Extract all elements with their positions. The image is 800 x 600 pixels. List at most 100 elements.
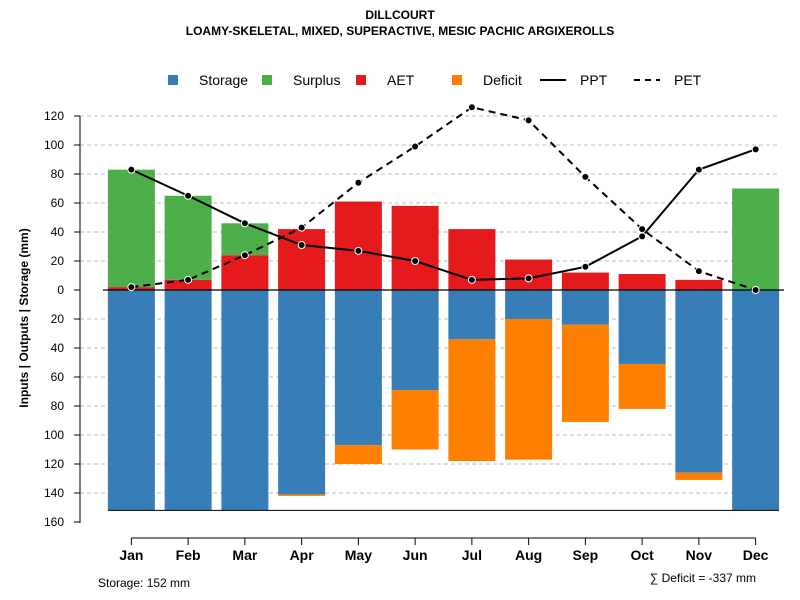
y-tick-label: 120 [44,457,64,471]
aet-bar [391,205,439,290]
legend-label: PPT [580,72,608,88]
surplus-bar [732,188,780,290]
y-tick-label: 20 [51,312,65,326]
y-tick-label: 40 [51,341,65,355]
storage-annotation: Storage: 152 mm [98,576,191,590]
storage-bar [618,290,666,364]
surplus-bar [164,195,212,280]
legend-label: AET [387,72,415,88]
y-tick-label: 60 [51,370,65,384]
y-tick-label: 100 [44,428,64,442]
deficit-bar [334,445,382,464]
aet-bar [561,272,609,290]
chart-subtitle: LOAMY-SKELETAL, MIXED, SUPERACTIVE, MESI… [185,24,615,38]
aet-bar [221,255,269,290]
deficit-bar [618,363,666,409]
ppt-point [581,262,590,271]
x-tick-label: Sep [573,547,599,563]
y-tick-label: 140 [44,486,64,500]
deficit-annotation: ∑ Deficit = -337 mm [649,571,756,585]
ppt-point [638,232,647,241]
ppt-point [354,246,363,255]
pet-point [694,267,703,276]
ppt-point [524,274,533,283]
pet-line [131,106,756,291]
x-tick-label: May [345,547,372,563]
ppt-point [694,165,703,174]
y-tick-label: 40 [51,225,65,239]
pet-point [467,103,476,112]
pet-point [240,251,249,260]
y-tick-label: 80 [51,167,65,181]
storage-bar [334,290,382,446]
legend-swatch [168,75,178,85]
aet-bar [334,201,382,290]
deficit-bar [561,324,609,422]
surplus-bar [221,223,269,256]
legend-label: Surplus [293,72,340,88]
y-tick-label: 100 [44,138,64,152]
ppt-point [240,219,249,228]
y-tick-label: 80 [51,399,65,413]
ppt-point [127,165,136,174]
pet-point [524,116,533,125]
x-tick-label: Nov [686,547,713,563]
storage-bar [221,290,269,511]
chart-title: DILLCOURT [365,8,435,22]
deficit-bar [505,319,553,460]
aet-bar [675,279,723,290]
surplus-bar [107,169,155,288]
storage-bar [278,290,326,495]
pet-point [297,223,306,232]
ppt-point [297,241,306,250]
storage-bar [732,290,780,511]
storage-bar [164,290,212,511]
storage-bar [505,290,553,319]
pet-point [751,286,760,294]
y-tick-label: 20 [51,254,65,268]
legend-label: Deficit [483,72,522,88]
y-tick-label: 60 [51,196,65,210]
deficit-bar [675,472,723,480]
ppt-point [184,191,193,200]
pet-point [354,178,363,187]
ppt-point [751,145,760,154]
pet-point [411,142,420,151]
ppt-point [467,275,476,284]
aet-bar [618,274,666,290]
pet-point [184,275,193,284]
y-tick-label: 160 [44,515,64,529]
pet-point [581,172,590,181]
legend-label: PET [674,72,702,88]
x-tick-label: Dec [743,547,769,563]
storage-bar [391,290,439,391]
legend-swatch [262,75,272,85]
legend-label: Storage [199,72,248,88]
aet-bar [164,279,212,290]
pet-point [638,225,647,234]
storage-bar [107,290,155,511]
y-tick-label: 120 [44,109,64,123]
pet-point [127,283,136,292]
x-tick-label: Apr [290,547,315,563]
x-tick-label: Mar [232,547,257,563]
deficit-bar [391,390,439,450]
x-tick-label: Jul [462,547,482,563]
storage-bar [561,290,609,325]
y-axis-label: Inputs | Outputs | Storage (mm) [17,228,31,407]
storage-bar [675,290,723,473]
ppt-point [411,257,420,265]
y-tick-label: 0 [57,283,64,297]
legend-swatch [452,75,462,85]
x-tick-label: Feb [176,547,201,563]
x-tick-label: Aug [515,547,542,563]
legend-swatch [356,75,366,85]
x-tick-label: Jun [403,547,428,563]
x-tick-label: Jan [119,547,143,563]
deficit-bar [448,339,496,462]
ppt-line [130,148,756,281]
storage-bar [448,290,496,340]
deficit-bar [278,494,326,496]
x-tick-label: Oct [630,547,654,563]
